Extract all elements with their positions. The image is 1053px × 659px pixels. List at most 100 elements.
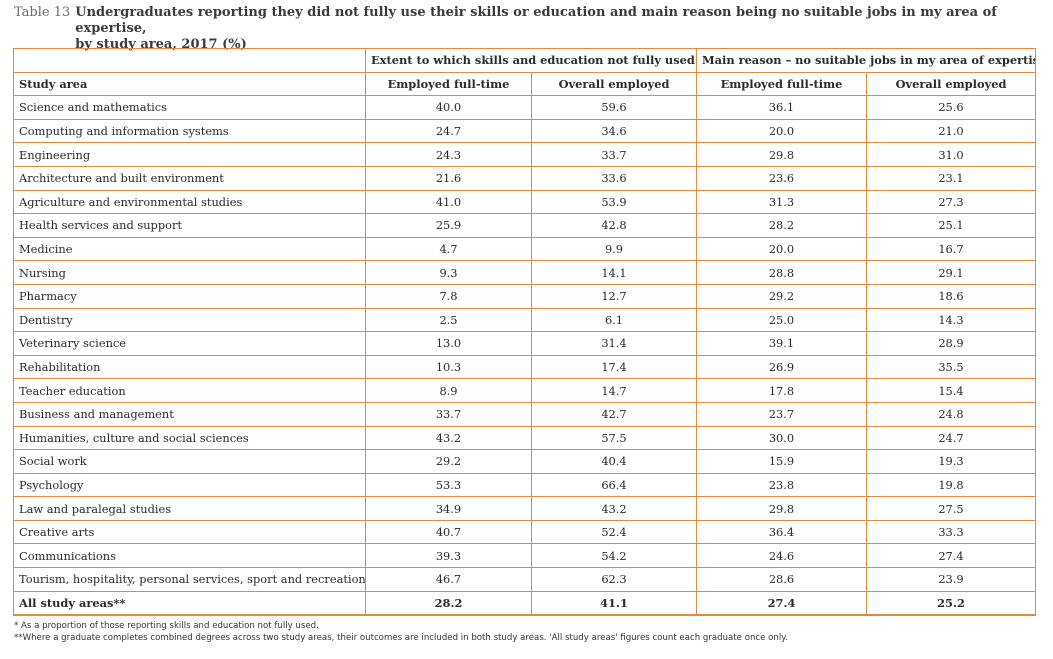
table-row: Computing and information systems 24.7 34.…	[13, 118, 1037, 144]
table-row: Humanities, culture and social sciences 4…	[13, 425, 1037, 451]
value-cell: 34.6	[531, 118, 697, 144]
group-header-skills: Extent to which skills and education not…	[365, 48, 697, 73]
table-number: Table 13	[14, 5, 71, 20]
value-cell: 14.3	[865, 307, 1037, 333]
column-header-study-area: Study area	[13, 71, 366, 97]
value-cell: 53.3	[365, 472, 532, 498]
table-row: Architecture and built environment 21.6 33…	[13, 165, 1037, 191]
value-cell: 23.6	[696, 165, 867, 191]
table-row: Science and mathematics 40.0 59.6 36.1 25.6	[13, 95, 1037, 120]
value-cell: 36.1	[696, 95, 867, 120]
value-cell: 31.3	[696, 189, 867, 215]
total-label: All study areas**	[13, 590, 366, 617]
value-cell: 30.0	[696, 425, 867, 451]
table-row: Medicine 4.7 9.9 20.0 16.7	[13, 236, 1037, 262]
value-cell: 24.8	[865, 401, 1037, 427]
table-row: Social work 29.2 40.4 15.9 19.3	[13, 449, 1037, 474]
value-cell: 39.3	[365, 543, 532, 569]
value-cell: 9.3	[365, 260, 532, 285]
value-cell: 9.9	[531, 236, 697, 262]
table-row: Business and management 33.7 42.7 23.7 24.8	[13, 401, 1037, 427]
total-cell: 27.4	[696, 590, 867, 617]
table-row: Health services and support 25.9 42.8 28.2 2…	[13, 213, 1037, 238]
column-header-reason-fulltime: Employed full-time	[696, 71, 867, 97]
value-cell: 28.2	[696, 213, 867, 238]
study-area-cell: Veterinary science	[13, 331, 366, 356]
table-row: Creative arts 40.7 52.4 36.4 33.3	[13, 519, 1037, 545]
table-row: Psychology 53.3 66.4 23.8 19.8	[13, 472, 1037, 498]
value-cell: 40.7	[365, 519, 532, 545]
value-cell: 27.3	[865, 189, 1037, 215]
value-cell: 41.0	[365, 189, 532, 215]
study-area-cell: Science and mathematics	[13, 95, 366, 120]
table-row: Tourism, hospitality, personal services,…	[13, 567, 1037, 592]
study-area-cell: Rehabilitation	[13, 354, 366, 380]
value-cell: 28.8	[696, 260, 867, 285]
value-cell: 4.7	[365, 236, 532, 262]
study-area-cell: Creative arts	[13, 519, 366, 545]
study-area-cell: Teacher education	[13, 378, 366, 403]
value-cell: 59.6	[531, 95, 697, 120]
study-area-cell: Social work	[13, 449, 366, 474]
value-cell: 23.1	[865, 165, 1037, 191]
value-cell: 24.6	[696, 543, 867, 569]
column-header-skills-fulltime: Employed full-time	[365, 71, 532, 97]
study-area-cell: Pharmacy	[13, 283, 366, 309]
value-cell: 24.7	[365, 118, 532, 144]
table-row: Pharmacy 7.8 12.7 29.2 18.6	[13, 283, 1037, 309]
value-cell: 31.4	[531, 331, 697, 356]
study-area-cell: Computing and information systems	[13, 118, 366, 144]
table-row: Engineering 24.3 33.7 29.8 31.0	[13, 142, 1037, 167]
value-cell: 28.6	[696, 567, 867, 592]
value-cell: 29.8	[696, 142, 867, 167]
table-row: Veterinary science 13.0 31.4 39.1 28.9	[13, 331, 1037, 356]
total-cell: 41.1	[531, 590, 697, 617]
value-cell: 35.5	[865, 354, 1037, 380]
study-area-cell: Architecture and built environment	[13, 165, 366, 191]
value-cell: 40.4	[531, 449, 697, 474]
value-cell: 33.3	[865, 519, 1037, 545]
value-cell: 39.1	[696, 331, 867, 356]
value-cell: 2.5	[365, 307, 532, 333]
value-cell: 36.4	[696, 519, 867, 545]
value-cell: 17.4	[531, 354, 697, 380]
value-cell: 42.8	[531, 213, 697, 238]
value-cell: 6.1	[531, 307, 697, 333]
table-row: Communications 39.3 54.2 24.6 27.4	[13, 543, 1037, 569]
value-cell: 19.3	[865, 449, 1037, 474]
value-cell: 29.8	[696, 496, 867, 521]
title-line-1: Undergraduates reporting they did not fu…	[75, 5, 997, 36]
table-row: Law and paralegal studies 34.9 43.2 29.8 27.…	[13, 496, 1037, 521]
value-cell: 17.8	[696, 378, 867, 403]
value-cell: 53.9	[531, 189, 697, 215]
value-cell: 25.0	[696, 307, 867, 333]
study-area-cell: Nursing	[13, 260, 366, 285]
table-body: Science and mathematics 40.0 59.6 36.1 25.6 C…	[13, 95, 1037, 592]
value-cell: 15.9	[696, 449, 867, 474]
value-cell: 46.7	[365, 567, 532, 592]
value-cell: 24.7	[865, 425, 1037, 451]
value-cell: 20.0	[696, 118, 867, 144]
footnote-2: **Where a graduate completes combined de…	[14, 633, 788, 643]
value-cell: 62.3	[531, 567, 697, 592]
value-cell: 14.7	[531, 378, 697, 403]
value-cell: 19.8	[865, 472, 1037, 498]
value-cell: 42.7	[531, 401, 697, 427]
column-header-skills-overall: Overall employed	[531, 71, 697, 97]
value-cell: 52.4	[531, 519, 697, 545]
value-cell: 27.5	[865, 496, 1037, 521]
table-row: Rehabilitation 10.3 17.4 26.9 35.5	[13, 354, 1037, 380]
value-cell: 25.1	[865, 213, 1037, 238]
study-area-cell: Tourism, hospitality, personal services,…	[13, 567, 366, 592]
value-cell: 13.0	[365, 331, 532, 356]
value-cell: 14.1	[531, 260, 697, 285]
value-cell: 43.2	[365, 425, 532, 451]
data-table: Extent to which skills and education not…	[13, 48, 1037, 617]
value-cell: 57.5	[531, 425, 697, 451]
column-header-reason-overall: Overall employed	[865, 71, 1037, 97]
value-cell: 28.9	[865, 331, 1037, 356]
table-row: Teacher education 8.9 14.7 17.8 15.4	[13, 378, 1037, 403]
value-cell: 21.6	[365, 165, 532, 191]
study-area-cell: Business and management	[13, 401, 366, 427]
